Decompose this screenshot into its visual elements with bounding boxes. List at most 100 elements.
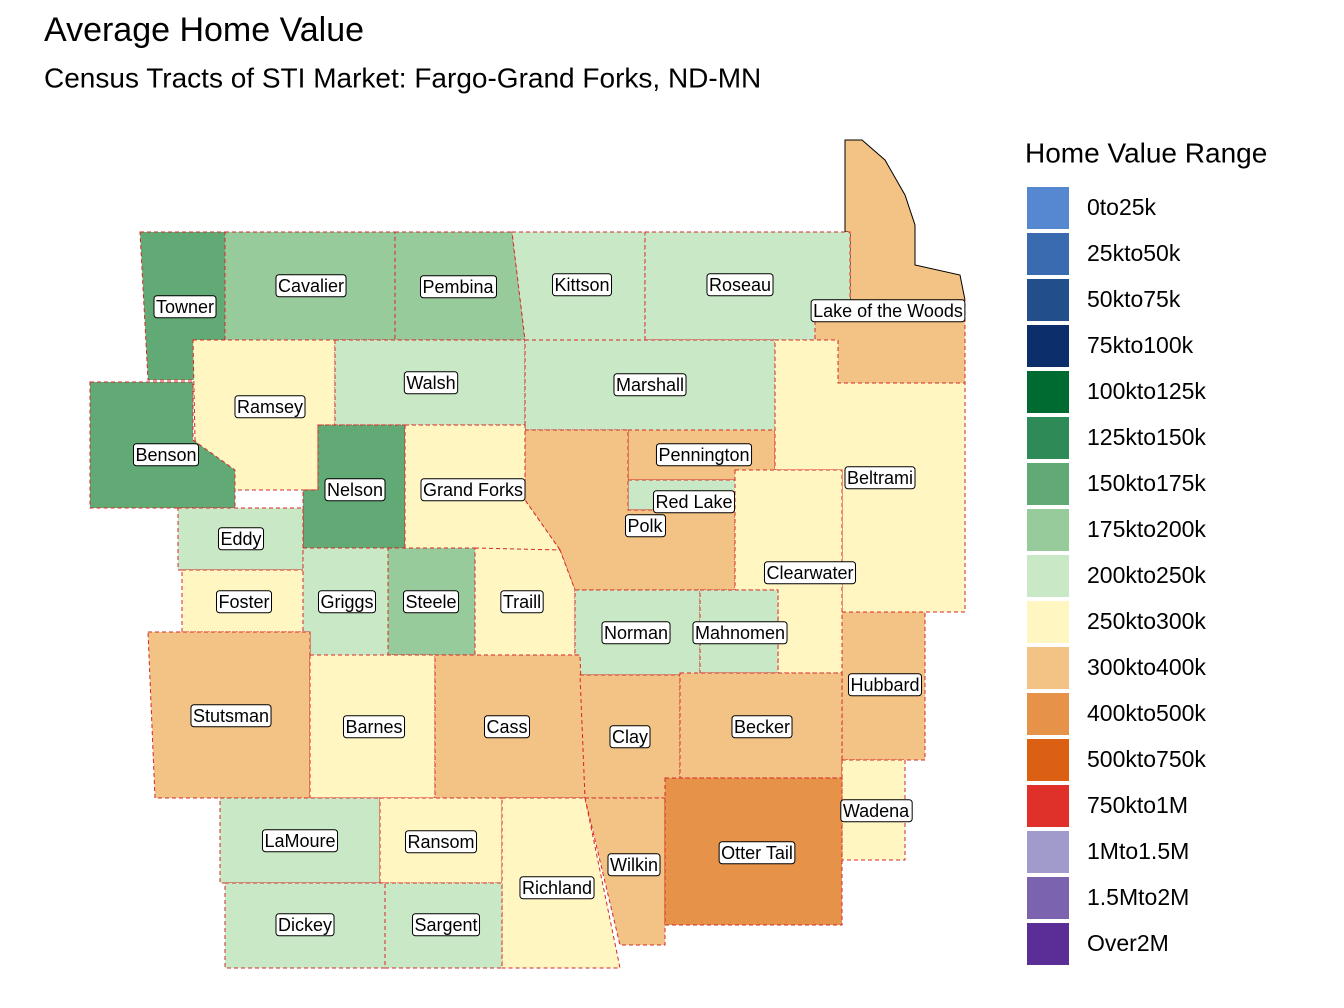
legend-swatch	[1027, 555, 1069, 597]
county-label: Barnes	[345, 717, 402, 737]
label-box	[652, 490, 736, 514]
label-box	[402, 590, 460, 614]
label-box	[275, 274, 347, 298]
label-box	[840, 799, 913, 823]
county-label: Clearwater	[766, 563, 853, 583]
county-label: Richland	[522, 878, 592, 898]
county-label: Norman	[604, 623, 668, 643]
label-box	[217, 527, 265, 551]
label-box	[706, 273, 774, 297]
legend-label: 100kto125k	[1087, 378, 1206, 404]
county-label: Stutsman	[193, 706, 269, 726]
county-label: LaMoure	[264, 831, 335, 851]
county-label: Wadena	[843, 801, 910, 821]
legend-label: 25kto50k	[1087, 240, 1181, 266]
legend-swatch	[1027, 279, 1069, 321]
legend-swatch	[1027, 601, 1069, 643]
legend-swatch	[1027, 831, 1069, 873]
county-label: Marshall	[616, 375, 684, 395]
label-box	[609, 725, 651, 749]
county-label: Grand Forks	[423, 480, 523, 500]
legend-label: 250kto300k	[1087, 608, 1206, 634]
county-label: Wilkin	[610, 855, 658, 875]
legend-swatch	[1027, 785, 1069, 827]
legend-label: 400kto500k	[1087, 700, 1206, 726]
legend-label: 300kto400k	[1087, 654, 1206, 680]
northwest-angle	[844, 139, 966, 301]
legend-label: 1.5Mto2M	[1087, 884, 1189, 910]
legend-label: 75kto100k	[1087, 332, 1194, 358]
legend-swatch	[1027, 693, 1069, 735]
label-box	[342, 715, 406, 739]
label-box	[132, 443, 200, 467]
county-label: Pennington	[658, 445, 749, 465]
legend-swatch	[1027, 463, 1069, 505]
legend-swatch	[1027, 417, 1069, 459]
county-labels: Towner Cavalier Pembina Kittson Roseau Lake o…	[132, 273, 966, 937]
legend-label: 0to25k	[1087, 194, 1157, 220]
subtitle: Census Tracts of STI Market: Fargo-Grand…	[44, 62, 761, 93]
label-box	[810, 299, 966, 323]
label-box	[317, 590, 377, 614]
label-box	[411, 913, 481, 937]
legend-swatch	[1027, 877, 1069, 919]
county-label: Clay	[612, 727, 648, 747]
legend-label: 200kto250k	[1087, 562, 1206, 588]
legend-swatch	[1027, 233, 1069, 275]
legend-title: Home Value Range	[1025, 137, 1267, 168]
label-box	[483, 715, 531, 739]
label-box	[624, 514, 667, 538]
county-label: Polk	[627, 516, 663, 536]
county-label: Mahnomen	[695, 623, 785, 643]
legend-label: 125kto150k	[1087, 424, 1206, 450]
county-label: Ransom	[407, 832, 474, 852]
label-box	[551, 273, 613, 297]
title: Average Home Value	[44, 11, 364, 49]
legend-swatch	[1027, 187, 1069, 229]
county-label: Pembina	[422, 277, 494, 297]
label-box	[718, 841, 796, 865]
county-label: Red Lake	[655, 492, 732, 512]
county-label: Otter Tail	[721, 843, 793, 863]
label-box	[190, 704, 272, 728]
legend-label: 750kto1M	[1087, 792, 1188, 818]
label-box	[847, 673, 923, 697]
label-box	[275, 913, 335, 937]
county-label: Hubbard	[850, 675, 919, 695]
county-label: Beltrami	[847, 468, 913, 488]
legend-label: 1Mto1.5M	[1087, 838, 1189, 864]
label-box	[419, 275, 498, 299]
label-box	[844, 466, 916, 490]
legend-label: 175kto200k	[1087, 516, 1206, 542]
legend-label: 150kto175k	[1087, 470, 1206, 496]
county-label: Foster	[218, 592, 269, 612]
legend-swatch	[1027, 647, 1069, 689]
label-box	[692, 621, 788, 645]
county-label: Griggs	[320, 592, 373, 612]
county-label: Benson	[135, 445, 196, 465]
county-label: Sargent	[414, 915, 477, 935]
legend-swatch	[1027, 923, 1069, 965]
label-box	[500, 590, 544, 614]
label-box	[763, 561, 857, 585]
label-box	[420, 478, 526, 502]
county-label: Walsh	[406, 373, 455, 393]
county-label: Traill	[503, 592, 541, 612]
label-box	[261, 829, 339, 853]
label-box	[519, 876, 595, 900]
label-box	[153, 295, 217, 319]
legend-swatch	[1027, 739, 1069, 781]
label-box	[613, 373, 687, 397]
county-label: Cass	[486, 717, 527, 737]
label-box	[215, 590, 273, 614]
county-label: Dickey	[278, 915, 332, 935]
legend-label: 50kto75k	[1087, 286, 1181, 312]
label-box	[731, 715, 793, 739]
county-label: Roseau	[709, 275, 771, 295]
county-label: Lake of the Woods	[813, 301, 963, 321]
legend-swatch	[1027, 509, 1069, 551]
legend-swatch	[1027, 371, 1069, 413]
county-label: Kittson	[554, 275, 609, 295]
label-box	[601, 621, 671, 645]
